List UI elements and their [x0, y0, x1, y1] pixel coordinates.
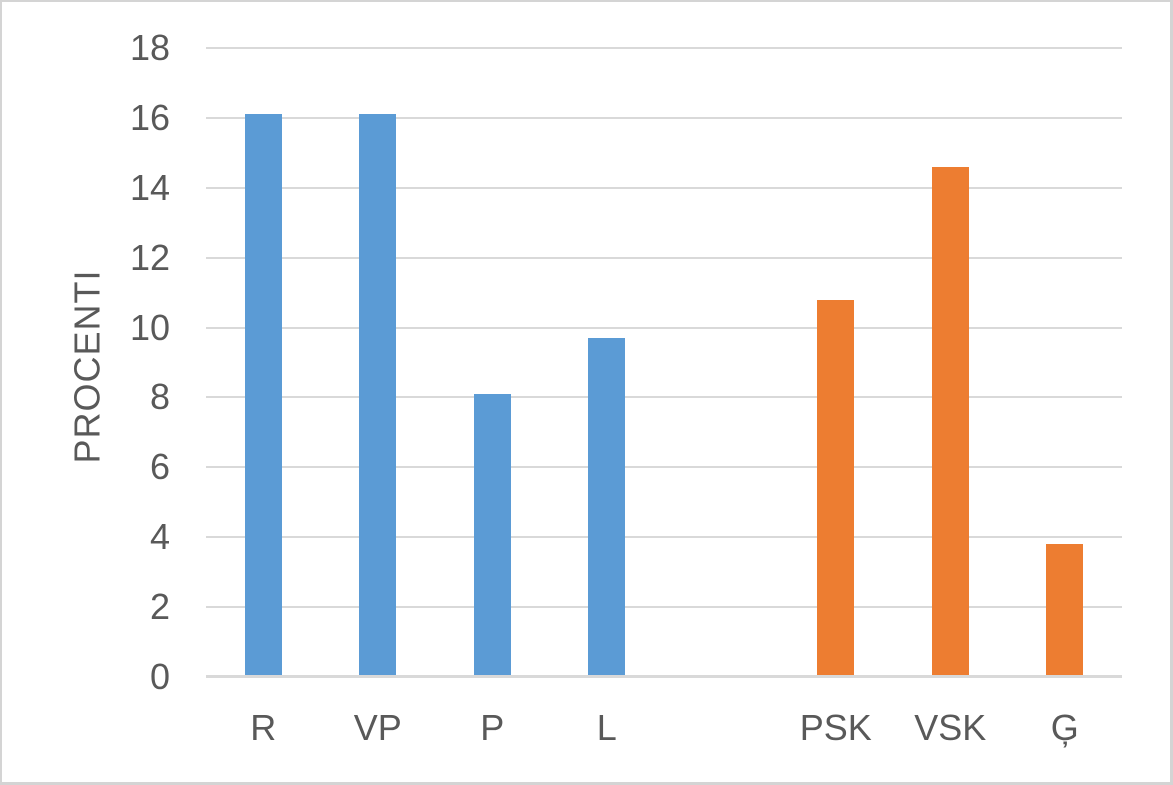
y-tick-label-14: 14	[129, 166, 170, 208]
y-tick-label-0: 0	[149, 656, 170, 697]
bar-PSK	[817, 299, 855, 677]
gridline-8	[206, 396, 1122, 399]
bar-Ģ	[1046, 544, 1084, 677]
gridline-16	[206, 116, 1122, 119]
gridline-2	[206, 606, 1122, 609]
x-tick-label-P: P	[480, 707, 505, 748]
x-tick-label-VSK: VSK	[914, 707, 987, 748]
bar-VP	[359, 114, 397, 677]
y-tick-label-10: 10	[129, 306, 170, 348]
x-tick-label-R: R	[250, 707, 277, 748]
y-tick-label-18: 18	[129, 27, 170, 68]
gridline-6	[206, 466, 1122, 469]
x-tick-label-Ģ: Ģ	[1050, 707, 1079, 748]
y-tick-label-16: 16	[129, 96, 170, 138]
x-tick-label-PSK: PSK	[799, 707, 872, 748]
y-tick-label-4: 4	[149, 516, 170, 558]
bar-R	[244, 114, 282, 677]
bar-P	[473, 393, 511, 677]
x-tick-label-VP: VP	[353, 707, 402, 748]
gridline-10	[206, 326, 1122, 329]
bar-L	[588, 338, 626, 677]
gridline-4	[206, 536, 1122, 539]
y-tick-label-8: 8	[149, 376, 170, 418]
y-axis-title: PROCENTI	[66, 269, 108, 464]
x-axis-line	[206, 675, 1122, 678]
y-tick-label-2: 2	[149, 586, 170, 628]
gridline-12	[206, 256, 1122, 259]
y-tick-label-6: 6	[149, 446, 170, 488]
gridline-14	[206, 186, 1122, 189]
y-tick-label-12: 12	[129, 236, 170, 278]
gridline-18	[206, 47, 1122, 49]
bar-VSK	[931, 166, 969, 677]
x-tick-label-L: L	[596, 707, 617, 748]
